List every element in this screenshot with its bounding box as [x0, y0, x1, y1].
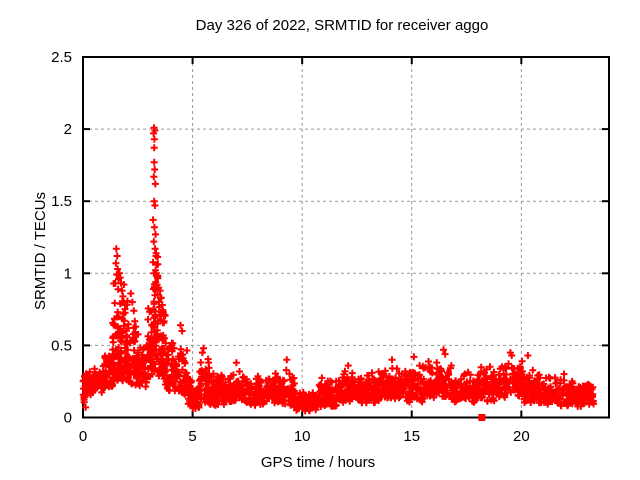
x-axis-label: GPS time / hours	[261, 454, 375, 471]
x-tick-label: 15	[403, 428, 420, 445]
y-tick-label: 2	[64, 121, 72, 138]
data-points-path	[79, 124, 598, 415]
y-tick-label: 0.5	[51, 337, 72, 354]
y-axis-label: SRMTID / TECUs	[32, 192, 49, 310]
x-tick-labels: 0 5 10 15 20	[79, 428, 530, 445]
plot-border	[82, 56, 610, 419]
y-tick-label: 1	[64, 265, 72, 282]
y-tick-label: 2.5	[51, 49, 72, 66]
x-tick-label: 0	[79, 428, 87, 445]
chart-title: Day 326 of 2022, SRMTID for receiver agg…	[196, 17, 489, 34]
y-tick-label: 1.5	[51, 193, 72, 210]
x-tick-label: 20	[513, 428, 530, 445]
gridlines	[83, 57, 609, 418]
y-tick-label: 0	[64, 410, 72, 427]
x-tick-label: 10	[294, 428, 311, 445]
x-tick-label: 5	[188, 428, 196, 445]
data-points	[79, 124, 598, 421]
y-tick-labels: 0 0.5 1 1.5 2 2.5	[51, 49, 72, 427]
outlier-square-marker	[478, 414, 486, 421]
